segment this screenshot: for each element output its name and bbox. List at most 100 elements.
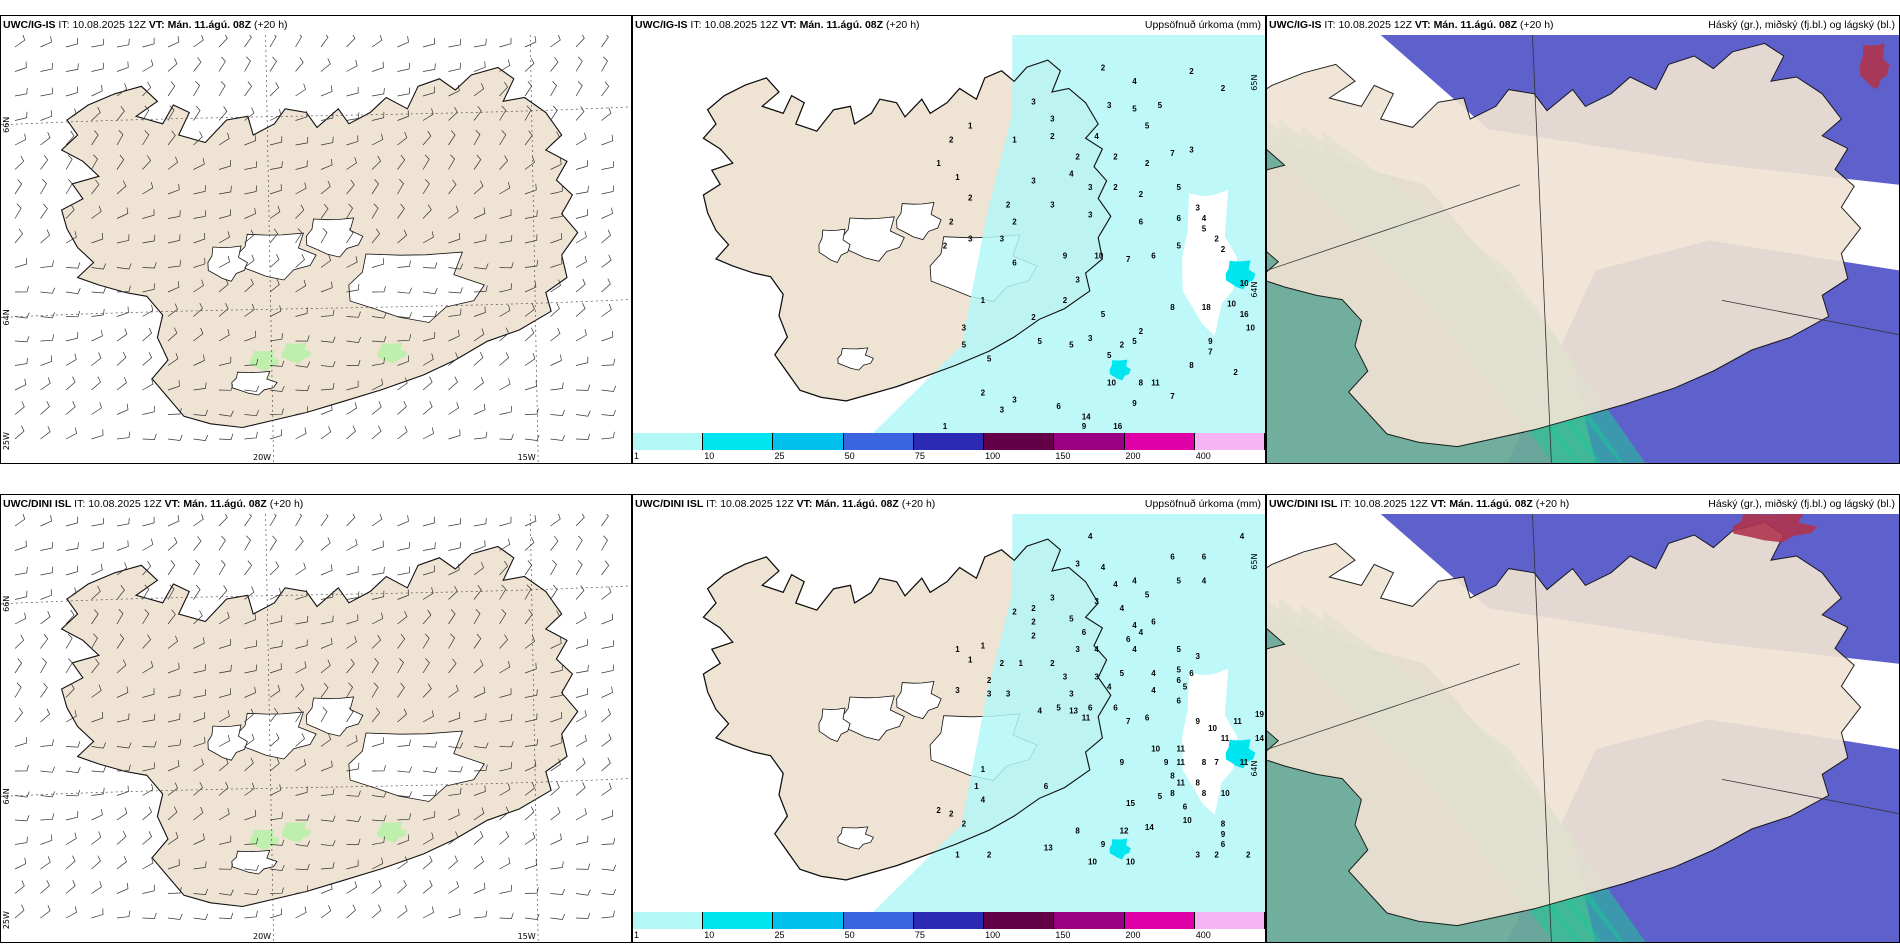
precip-value: 6 xyxy=(1151,252,1156,261)
wind-barb xyxy=(346,735,358,747)
wind-highlight xyxy=(377,342,408,364)
wind-barb xyxy=(524,156,536,170)
wind-barb xyxy=(142,806,153,821)
valid-time: Mán. 11.ágú. 08Z xyxy=(1449,498,1533,510)
precip-value: 5 xyxy=(1177,577,1182,586)
wind-barb xyxy=(473,807,485,821)
wind-barb xyxy=(371,737,384,747)
wind-barb xyxy=(91,352,102,366)
wind-barb xyxy=(91,287,106,294)
wind-barb xyxy=(218,231,230,244)
cloud-title: Háský (gr.), miðský (fj.bl.) og lágský (… xyxy=(1708,19,1895,31)
wind-barb xyxy=(346,838,361,845)
wind-barb xyxy=(601,586,612,600)
wind-barb xyxy=(346,859,359,870)
wind-barb xyxy=(473,764,488,772)
precip-value: 9 xyxy=(1120,758,1125,767)
wind-barb xyxy=(550,158,562,170)
precip-value: 3 xyxy=(1050,594,1055,603)
wind-barb xyxy=(295,83,306,97)
wind-barb xyxy=(575,664,589,674)
wind-barb xyxy=(218,688,231,698)
wind-barb xyxy=(167,515,180,527)
wind-barb xyxy=(320,591,334,600)
wind-barb xyxy=(269,514,277,527)
wind-barb xyxy=(40,87,54,97)
precip-value: 10 xyxy=(1208,724,1217,733)
wind-barb xyxy=(397,312,413,319)
wind-barb xyxy=(193,861,207,870)
precip-value: 8 xyxy=(1170,772,1175,781)
precip-value: 7 xyxy=(1214,758,1219,767)
graticule-line xyxy=(1,299,631,318)
wind-barb xyxy=(14,514,26,527)
precip-value: 5 xyxy=(1120,669,1125,678)
precip-value: 3 xyxy=(1094,672,1099,681)
wind-barb xyxy=(575,835,589,845)
wind-barb xyxy=(371,540,384,551)
colorbar-swatch xyxy=(843,433,914,450)
precip-value: 4 xyxy=(981,796,986,805)
precip-value: 7 xyxy=(1126,717,1131,726)
wind-barb xyxy=(550,833,562,845)
wind-barb xyxy=(193,536,202,551)
wind-barb xyxy=(91,658,100,674)
lat-label: 65N xyxy=(1250,554,1259,570)
wind-barb xyxy=(448,38,462,48)
glacier-shape xyxy=(818,228,851,263)
wind-barb xyxy=(193,302,203,317)
wind-barb xyxy=(295,406,309,415)
colorbar-tick: 10 xyxy=(704,930,715,940)
precip-value: 6 xyxy=(1177,696,1182,705)
wind-barb xyxy=(397,260,411,268)
wind-barb xyxy=(167,260,182,268)
wind-barb xyxy=(269,82,280,97)
wind-barb xyxy=(550,888,565,895)
wind-barb xyxy=(499,857,511,870)
wind-barb xyxy=(167,36,180,48)
wind-barb xyxy=(65,767,81,774)
wind-panel-top: UWC/IG-IS IT: 10.08.2025 12Z VT: Mán. 11… xyxy=(0,15,632,464)
wind-barb xyxy=(40,355,53,366)
wind-barb xyxy=(244,782,255,796)
colorbar-tick: 100 xyxy=(985,451,1001,461)
wind-barb xyxy=(422,288,438,295)
wind-barb xyxy=(218,782,229,796)
precip-value: 4 xyxy=(1151,669,1156,678)
wind-barb xyxy=(167,739,182,747)
wind-barb xyxy=(397,739,411,747)
precip-value: 1 xyxy=(968,655,973,664)
wind-barb xyxy=(550,434,566,441)
wind-barb xyxy=(371,707,381,723)
wind-barb xyxy=(473,910,488,919)
wind-barb xyxy=(14,836,28,845)
wind-barb xyxy=(346,86,359,97)
precip-value: 3 xyxy=(1012,395,1017,404)
wind-barb xyxy=(65,683,75,698)
wind-barb xyxy=(116,609,124,625)
wind-barb xyxy=(116,686,129,698)
glacier-shape xyxy=(348,730,485,802)
wind-barb xyxy=(142,59,154,72)
precip-value: 10 xyxy=(1221,789,1230,798)
wind-barb xyxy=(575,433,591,440)
wind-barb xyxy=(116,180,127,195)
wind-barb xyxy=(116,562,128,576)
precip-value: 11 xyxy=(1177,779,1186,788)
wind-barb xyxy=(499,634,509,649)
wind-barb xyxy=(193,637,205,649)
wind-barb xyxy=(320,136,334,146)
wind-barb xyxy=(448,62,461,72)
wind-barb xyxy=(193,409,208,416)
wind-barb xyxy=(218,535,226,551)
wind-barb xyxy=(601,560,610,576)
wind-barb xyxy=(40,36,52,48)
wind-barb xyxy=(14,87,28,97)
wind-barb xyxy=(269,109,282,121)
iceland-outline xyxy=(1267,42,1862,448)
wind-barb xyxy=(218,734,231,747)
wind-barb xyxy=(499,806,510,821)
precip-value: 2 xyxy=(1145,159,1150,168)
wind-barb xyxy=(575,132,587,146)
precip-value: 2 xyxy=(968,193,973,202)
